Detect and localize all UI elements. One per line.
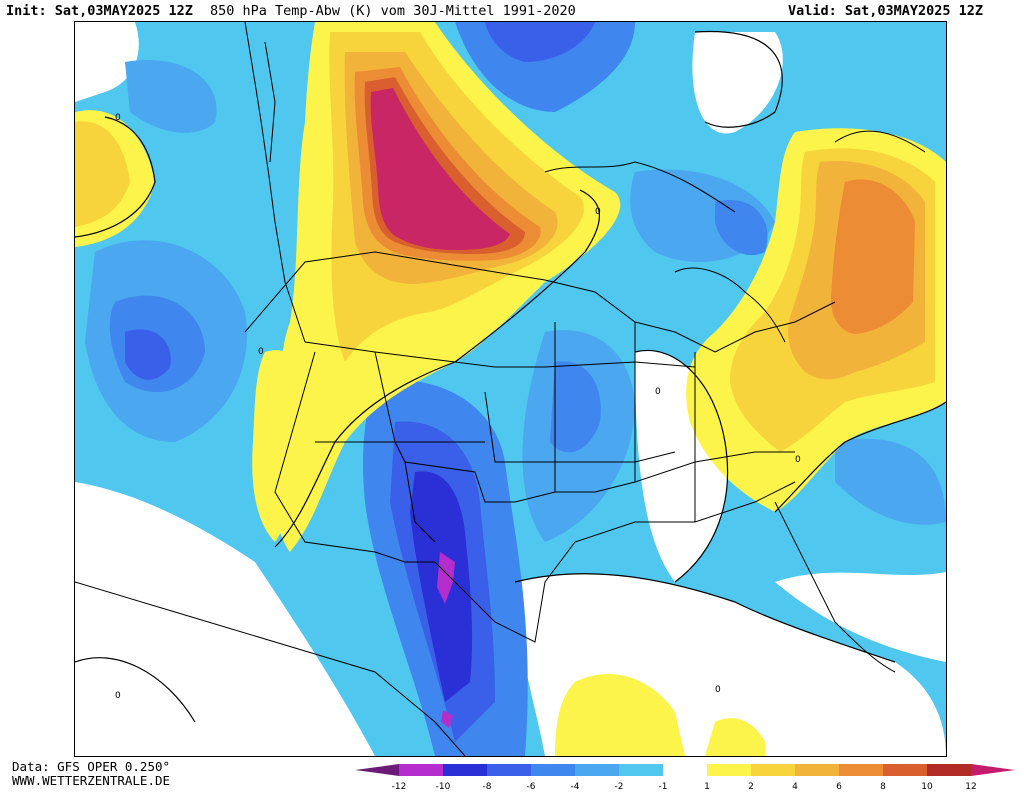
map-header: Init: Sat,03MAY2025 12Z 850 hPa Temp-Abw…	[0, 0, 1024, 22]
footer-info: Data: GFS OPER 0.250° WWW.WETTERZENTRALE…	[12, 760, 170, 788]
contour-label: 0	[115, 113, 121, 123]
legend-tick-label: 10	[921, 782, 933, 792]
contour-labels: 0 0 0 0 0 0 0	[115, 113, 801, 701]
legend-tick-label: -12	[392, 782, 407, 792]
cold-anomalies	[85, 22, 946, 756]
contour-label: 0	[715, 685, 721, 695]
legend-tick-label: 6	[836, 782, 842, 792]
legend-swatch	[487, 764, 531, 776]
contour-label: 0	[595, 207, 601, 217]
legend-tick-label: -10	[436, 782, 451, 792]
legend-swatch	[883, 764, 927, 776]
contour-label: 0	[258, 347, 264, 357]
warm-anomaly-canada	[75, 22, 621, 552]
legend-swatch	[795, 764, 839, 776]
legend-swatch	[839, 764, 883, 776]
map-title: 850 hPa Temp-Abw (K) vom 30J-Mittel 1991…	[210, 3, 576, 19]
legend-tick-label: -1	[659, 782, 668, 792]
zero-contours	[75, 30, 946, 723]
map-canvas: 0 0 0 0 0 0 0	[75, 22, 946, 756]
legend-swatch	[663, 764, 707, 776]
legend-swatch	[399, 764, 443, 776]
legend-tick-label: 8	[880, 782, 886, 792]
init-time: Init: Sat,03MAY2025 12Z	[6, 3, 193, 19]
anomaly-map[interactable]: 0 0 0 0 0 0 0	[74, 21, 947, 757]
legend-tick-label: 4	[792, 782, 798, 792]
boundaries	[75, 22, 926, 756]
legend-swatch	[751, 764, 795, 776]
website-credit: WWW.WETTERZENTRALE.DE	[12, 773, 171, 788]
legend-tick-label: -4	[571, 782, 580, 792]
legend-tick-label: -2	[615, 782, 624, 792]
legend-canvas: -12 -10 -8 -6 -4 -2 -1 1 2 4 6 8 10 12	[355, 764, 1015, 792]
contour-label: 0	[795, 455, 801, 465]
legend-tick-label: 1	[704, 782, 710, 792]
valid-time: Valid: Sat,03MAY2025 12Z	[788, 3, 984, 19]
contour-label: 0	[115, 691, 121, 701]
legend-tick-label: 12	[965, 782, 976, 792]
contour-label: 0	[655, 387, 661, 397]
color-legend: -12 -10 -8 -6 -4 -2 -1 1 2 4 6 8 10 12	[355, 762, 1022, 792]
data-source: Data: GFS OPER 0.250°	[12, 759, 171, 774]
warm-anomaly-east	[555, 128, 946, 756]
legend-arrow-low	[355, 764, 399, 776]
legend-swatch	[575, 764, 619, 776]
legend-tick-label: -6	[527, 782, 536, 792]
legend-arrow-high	[971, 764, 1015, 776]
legend-tick-label: 2	[748, 782, 754, 792]
legend-swatch	[927, 764, 971, 776]
legend-swatch	[619, 764, 663, 776]
legend-swatch	[707, 764, 751, 776]
legend-swatch	[531, 764, 575, 776]
legend-swatch	[443, 764, 487, 776]
legend-tick-label: -8	[483, 782, 492, 792]
